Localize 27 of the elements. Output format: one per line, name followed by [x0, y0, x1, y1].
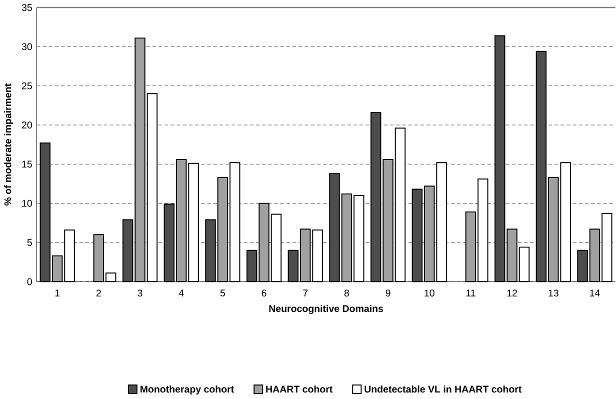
- x-tick-label: 10: [424, 290, 434, 296]
- x-tick-label: 12: [507, 290, 517, 296]
- y-tick-label: 15: [22, 160, 32, 168]
- y-tick-label: 25: [22, 82, 32, 90]
- x-axis-title: Neurocognitive Domains: [269, 304, 384, 314]
- legend-label: Monotherapy cohort: [140, 385, 234, 394]
- x-tick-label: 11: [466, 290, 476, 296]
- y-tick-label: 35: [22, 4, 32, 11]
- x-tick-label: 5: [220, 290, 225, 296]
- x-tick-label: 7: [303, 290, 308, 296]
- x-tick-label: 1: [55, 290, 60, 296]
- y-tick-label: 10: [22, 200, 32, 207]
- legend-label: HAART cohort: [266, 385, 333, 393]
- y-tick-label: 0: [27, 278, 32, 285]
- x-tick-label: 8: [344, 290, 349, 296]
- legend-label: Undetectable VL in HAART cohort: [364, 385, 522, 393]
- y-tick-label: 30: [22, 43, 32, 50]
- x-tick-label: 3: [138, 290, 142, 296]
- y-tick-label: 5: [27, 238, 32, 246]
- x-tick-label: 2: [96, 290, 101, 296]
- y-axis-title: % of moderate impairment: [4, 83, 14, 206]
- x-tick-label: 9: [386, 290, 390, 296]
- x-tick-label: 13: [548, 290, 558, 296]
- x-tick-label: 14: [590, 290, 600, 296]
- x-tick-label: 6: [262, 290, 266, 296]
- x-tick-label: 4: [178, 290, 184, 296]
- y-tick-label: 20: [22, 121, 32, 128]
